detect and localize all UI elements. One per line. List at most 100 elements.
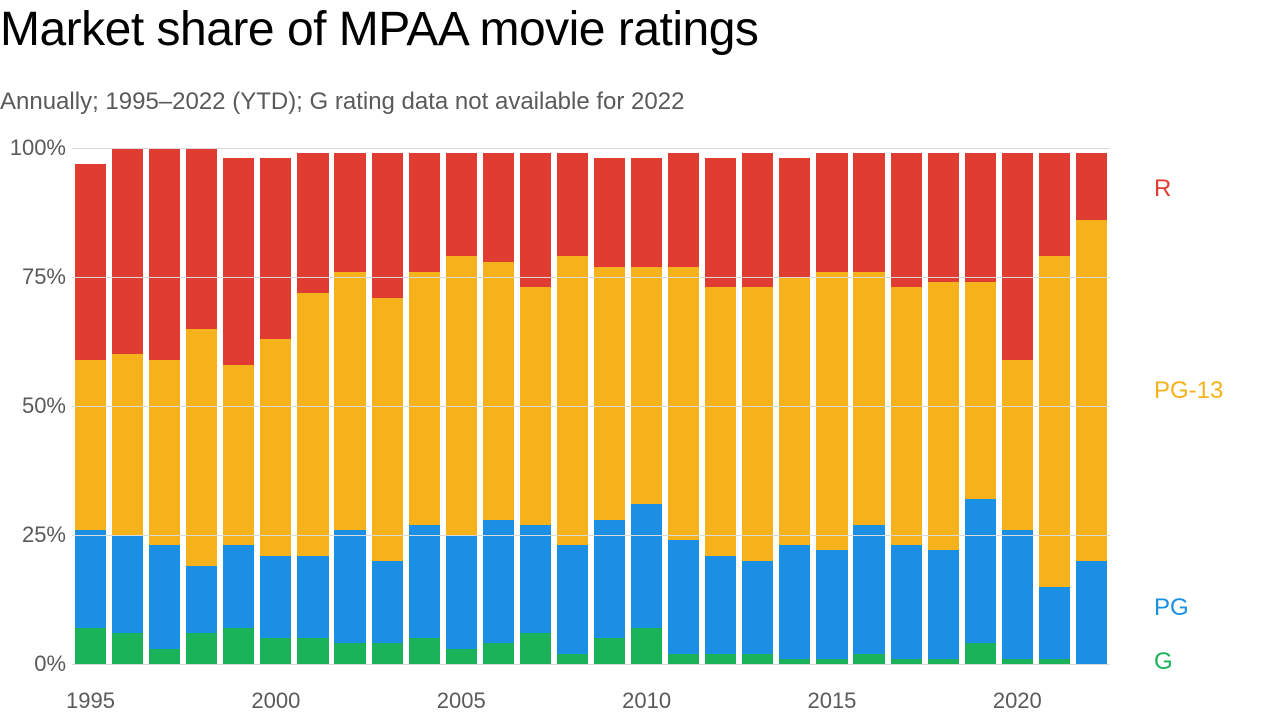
y-axis-label: 75% xyxy=(22,264,66,290)
gridline xyxy=(72,664,1110,665)
bar-segment-g xyxy=(186,633,217,664)
bar-segment-pg13 xyxy=(557,256,588,545)
bar-column xyxy=(928,153,959,664)
bar-segment-g xyxy=(520,633,551,664)
bar-segment-pg xyxy=(75,530,106,628)
bar-segment-pg xyxy=(149,545,180,648)
bar-segment-r xyxy=(928,153,959,282)
bar-segment-g xyxy=(705,654,736,664)
x-axis-label: 2020 xyxy=(993,688,1042,714)
bar-segment-g xyxy=(112,633,143,664)
bar-column xyxy=(334,153,365,664)
bar-segment-pg xyxy=(112,535,143,633)
bar-segment-pg13 xyxy=(297,293,328,556)
bar-segment-r xyxy=(446,153,477,256)
bar-segment-pg13 xyxy=(853,272,884,525)
bar-segment-r xyxy=(631,158,662,266)
bar-segment-pg xyxy=(409,525,440,639)
bar-segment-g xyxy=(594,638,625,664)
bar-column xyxy=(446,153,477,664)
bar-segment-pg13 xyxy=(668,267,699,540)
bar-column xyxy=(297,153,328,664)
bar-segment-r xyxy=(779,158,810,277)
bar-segment-r xyxy=(853,153,884,272)
bar-column xyxy=(75,163,106,664)
y-axis-label: 100% xyxy=(10,135,66,161)
x-axis-label: 2005 xyxy=(437,688,486,714)
bar-segment-g xyxy=(372,643,403,664)
bar-column xyxy=(557,153,588,664)
bar-segment-pg13 xyxy=(891,287,922,545)
bar-segment-r xyxy=(75,164,106,360)
bar-segment-r xyxy=(1039,153,1070,256)
bar-segment-pg xyxy=(483,520,514,644)
gridline xyxy=(72,535,1110,536)
bar-segment-r xyxy=(742,153,773,287)
bar-segment-pg13 xyxy=(75,360,106,530)
bar-column xyxy=(779,158,810,664)
bar-segment-r xyxy=(297,153,328,292)
bar-segment-pg13 xyxy=(446,256,477,535)
bar-column xyxy=(520,153,551,664)
bar-segment-r xyxy=(520,153,551,287)
bar-segment-pg xyxy=(520,525,551,633)
bar-segment-r xyxy=(1076,153,1107,220)
y-axis-label: 50% xyxy=(22,393,66,419)
bar-segment-pg13 xyxy=(1039,256,1070,586)
bar-segment-pg xyxy=(1039,587,1070,659)
bar-segment-pg xyxy=(965,499,996,643)
bar-segment-g xyxy=(446,649,477,664)
bar-segment-pg xyxy=(594,520,625,639)
bar-segment-r xyxy=(483,153,514,261)
bar-segment-g xyxy=(742,654,773,664)
bar-segment-pg13 xyxy=(112,354,143,535)
bar-segment-g xyxy=(557,654,588,664)
bar-column xyxy=(965,153,996,664)
legend-label-pg: PG xyxy=(1154,594,1189,622)
bar-segment-pg13 xyxy=(334,272,365,530)
bar-segment-pg xyxy=(668,540,699,654)
bar-segment-g xyxy=(297,638,328,664)
bar-segment-pg13 xyxy=(223,365,254,546)
bar-column xyxy=(1076,153,1107,664)
bar-column xyxy=(816,153,847,664)
bar-segment-pg13 xyxy=(149,360,180,546)
bar-segment-r xyxy=(260,158,291,339)
gridline xyxy=(72,277,1110,278)
bar-column xyxy=(260,158,291,664)
bar-segment-r xyxy=(1002,153,1033,359)
bar-segment-r xyxy=(334,153,365,272)
bar-segment-r xyxy=(594,158,625,266)
bar-segment-r xyxy=(149,148,180,360)
bar-segment-pg xyxy=(742,561,773,654)
bar-segment-g xyxy=(260,638,291,664)
bar-column xyxy=(223,158,254,664)
chart-container: Market share of MPAA movie ratings Annua… xyxy=(0,0,1280,719)
bar-segment-r xyxy=(965,153,996,282)
bar-segment-pg13 xyxy=(186,329,217,566)
bar-segment-pg xyxy=(891,545,922,659)
bar-segment-pg13 xyxy=(779,277,810,545)
bar-column xyxy=(891,153,922,664)
bar-column xyxy=(594,158,625,664)
bar-segment-r xyxy=(112,148,143,354)
chart-subtitle: Annually; 1995–2022 (YTD); G rating data… xyxy=(0,88,684,116)
bar-segment-g xyxy=(223,628,254,664)
bar-segment-r xyxy=(891,153,922,287)
bar-segment-pg13 xyxy=(965,282,996,499)
bar-segment-g xyxy=(483,643,514,664)
bar-segment-pg13 xyxy=(409,272,440,525)
bar-segment-pg xyxy=(260,556,291,639)
bar-segment-g xyxy=(853,654,884,664)
bar-column xyxy=(853,153,884,664)
legend-label-g: G xyxy=(1154,648,1173,676)
bar-segment-pg13 xyxy=(1076,220,1107,561)
bar-column xyxy=(372,153,403,664)
bar-segment-g xyxy=(334,643,365,664)
bar-segment-g xyxy=(409,638,440,664)
bar-segment-r xyxy=(705,158,736,287)
x-axis-label: 2000 xyxy=(251,688,300,714)
bar-segment-g xyxy=(149,649,180,664)
x-axis-label: 2010 xyxy=(622,688,671,714)
bar-column xyxy=(483,153,514,664)
